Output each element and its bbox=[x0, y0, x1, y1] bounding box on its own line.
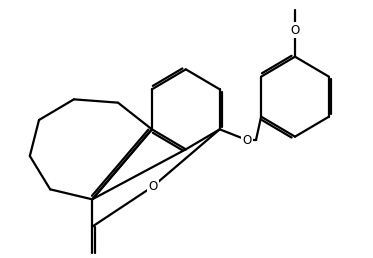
Text: O: O bbox=[291, 23, 300, 36]
Text: O: O bbox=[148, 180, 157, 193]
Text: O: O bbox=[242, 133, 251, 147]
